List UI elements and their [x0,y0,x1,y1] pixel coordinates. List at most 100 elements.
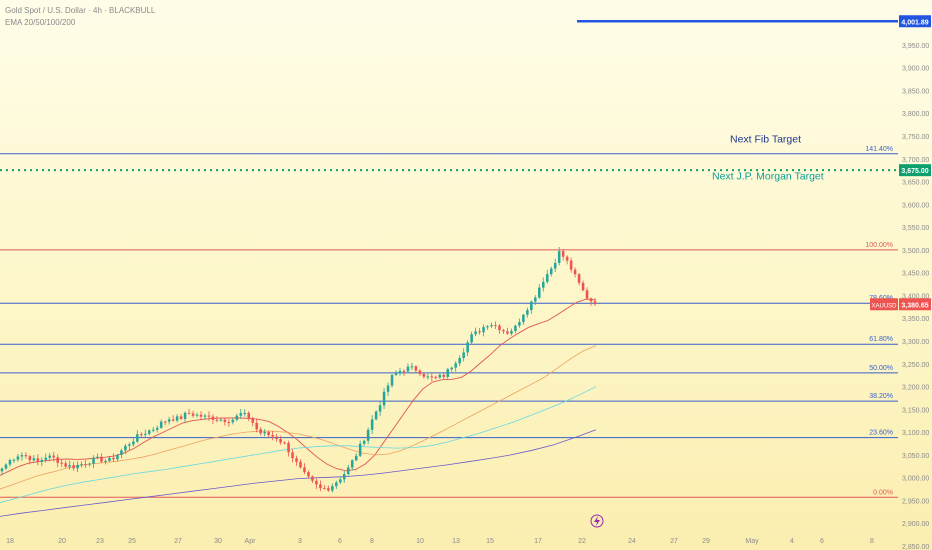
candle-body [215,419,219,421]
candle-body [16,456,20,460]
candle-body [24,455,28,457]
candle-body [32,458,36,461]
candle-body [80,464,83,466]
candle-body [319,484,322,489]
candle-body [315,480,318,485]
candle-body [151,429,155,431]
candle-body [12,459,16,461]
indicator-line: EMA 20/50/100/200 [5,18,76,27]
candle-body [171,419,175,421]
candle-body [136,434,139,442]
candle-body [593,301,597,305]
candle-body [454,363,457,368]
candle-body [346,467,350,475]
jp-target-tag-bg [899,164,931,177]
lightning-icon [590,514,604,528]
candle-body [561,251,565,257]
candle-body [263,431,266,434]
candle-body [132,441,135,445]
candle-body [458,357,461,364]
current-price-tag-bg [899,298,931,311]
y-tick-label: 3,000.00 [902,476,929,483]
candle-body [410,366,414,368]
y-tick-label: 3,200.00 [902,385,929,392]
candle-body [163,421,167,423]
candle-body [331,486,334,491]
candle-body [354,455,358,461]
x-tick-label: 4 [790,538,794,545]
candle-body [518,322,521,326]
candle-body [155,427,159,430]
candle-body [402,371,406,373]
candle-body [144,433,147,435]
x-tick-label: 6 [338,538,342,545]
y-tick-label: 3,300.00 [902,339,929,346]
candle-body [366,429,370,441]
candle-body [478,331,481,333]
candle-body [466,342,469,353]
x-tick-label: 18 [6,538,14,545]
candle-body [442,374,446,377]
candle-body [350,460,354,468]
x-tick-label: 3 [298,538,302,545]
candle-body [342,474,346,480]
candle-body [223,419,227,423]
candle-body [283,442,286,444]
candle-body [370,419,374,430]
candle-body [48,455,52,458]
candle-body [56,457,59,463]
candle-body [52,455,56,458]
candle-body [64,463,67,467]
candle-body [323,488,326,490]
candle-body [112,457,115,460]
candle-body [255,422,258,430]
x-tick-label: 29 [702,538,710,545]
fib-level-label: 61.80% [869,336,893,343]
x-tick-label: 25 [128,538,136,545]
candle-body [100,456,103,462]
candle-body [538,287,541,298]
candle-body [20,455,24,457]
candle-body [530,301,533,311]
y-tick-label: 3,850.00 [902,88,929,95]
candle-body [510,330,513,334]
ema20-line [0,298,597,476]
candle-body [275,436,278,440]
candle-body [287,443,290,453]
x-tick-label: 24 [628,538,636,545]
candle-body [191,413,195,416]
candle-body [40,459,44,462]
candle-body [430,376,434,378]
candle-body [231,419,235,423]
x-tick-label: 27 [670,538,678,545]
candle-body [490,325,493,327]
jp-target-tag: 3,675.00 [901,168,928,175]
candle-body [577,274,581,283]
candle-body [378,405,382,412]
candle-body [295,458,298,462]
y-tick-label: 2,950.00 [902,498,929,505]
candle-body [108,457,111,461]
x-tick-label: 17 [534,538,542,545]
candle-body [311,476,314,481]
candle-body [8,460,12,465]
candle-body [243,412,247,414]
candle-body [565,256,569,261]
candle-body [235,415,239,420]
ema50-line [0,345,597,490]
candle-body [175,416,179,421]
candle-body [498,325,501,331]
candle-body [72,465,75,469]
target-price-tag-bg [899,15,931,28]
fib-level-label: 0.00% [873,489,893,496]
candle-body [414,366,418,371]
y-tick-label: 3,350.00 [902,316,929,323]
y-tick-label: 3,050.00 [902,453,929,460]
candle-body [96,456,99,458]
candle-body [271,435,274,437]
symbol-tag: XAUUSD [871,303,897,309]
candle-body [450,367,453,370]
candle-body [462,352,465,358]
